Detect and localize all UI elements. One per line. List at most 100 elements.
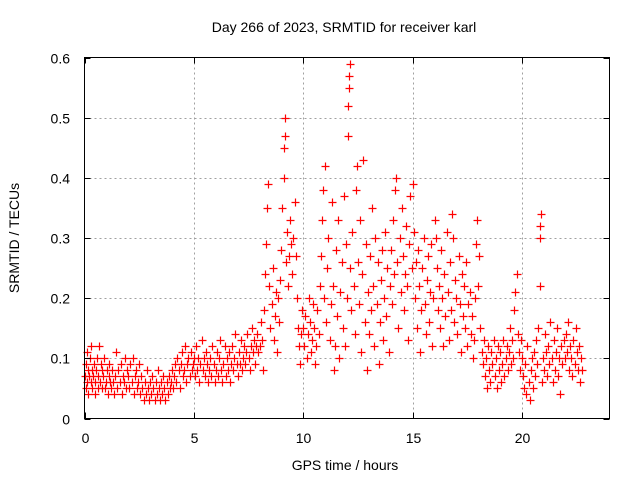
data-point: [321, 162, 330, 171]
data-point: [143, 366, 152, 375]
data-point: [270, 336, 279, 345]
data-point: [219, 360, 228, 369]
data-point: [427, 240, 436, 249]
data-point: [313, 306, 322, 315]
data-point: [433, 264, 442, 273]
data-point: [563, 348, 572, 357]
data-point: [521, 360, 530, 369]
data-point: [242, 348, 251, 357]
data-point: [485, 366, 494, 375]
data-point: [425, 318, 434, 327]
data-point: [178, 348, 187, 357]
data-point: [303, 354, 312, 363]
data-point: [443, 228, 452, 237]
data-point: [576, 378, 585, 387]
data-point: [504, 366, 513, 375]
data-point: [331, 342, 340, 351]
data-point: [112, 348, 121, 357]
data-point: [264, 180, 273, 189]
data-point: [439, 342, 448, 351]
data-point: [409, 180, 418, 189]
data-point: [476, 324, 485, 333]
data-point: [109, 378, 118, 387]
data-point: [118, 390, 127, 399]
data-point: [526, 396, 535, 405]
data-point: [192, 342, 201, 351]
data-point: [323, 264, 332, 273]
data-point: [173, 354, 182, 363]
data-point: [274, 294, 283, 303]
data-point: [228, 342, 237, 351]
data-point: [187, 348, 196, 357]
data-point: [284, 282, 293, 291]
data-point: [502, 354, 511, 363]
data-point: [266, 324, 275, 333]
data-point: [332, 246, 341, 255]
data-point: [161, 396, 170, 405]
data-point: [378, 246, 387, 255]
x-axis-label: GPS time / hours: [292, 457, 399, 473]
data-point: [335, 354, 344, 363]
data-point: [327, 300, 336, 309]
data-point: [296, 360, 305, 369]
data-point: [342, 240, 351, 249]
data-point: [110, 390, 119, 399]
data-point: [260, 306, 269, 315]
data-point: [426, 288, 435, 297]
y-tick-label: 0.1: [51, 351, 71, 367]
data-point: [324, 234, 333, 243]
data-point: [566, 342, 575, 351]
data-point: [238, 366, 247, 375]
data-point: [413, 324, 422, 333]
data-point: [447, 306, 456, 315]
x-tick-label: 15: [406, 430, 422, 446]
data-point: [471, 294, 480, 303]
data-point: [280, 174, 289, 183]
data-point: [414, 246, 423, 255]
data-point: [353, 162, 362, 171]
data-point: [405, 240, 414, 249]
y-tick-label: 0.4: [51, 171, 71, 187]
data-point: [486, 378, 495, 387]
data-point: [182, 378, 191, 387]
data-point: [479, 360, 488, 369]
data-point: [503, 342, 512, 351]
data-point: [132, 366, 141, 375]
data-point: [513, 270, 522, 279]
data-point: [498, 360, 507, 369]
data-point: [348, 228, 357, 237]
data-point: [368, 204, 377, 213]
data-point: [180, 366, 189, 375]
data-point: [318, 216, 327, 225]
data-point: [191, 372, 200, 381]
data-point: [234, 372, 243, 381]
data-point: [383, 264, 392, 273]
data-point: [431, 216, 440, 225]
data-point: [577, 354, 586, 363]
data-point: [424, 252, 433, 261]
data-point: [533, 360, 542, 369]
data-point: [553, 324, 562, 333]
grid: [84, 57, 610, 419]
chart-title: Day 266 of 2023, SRMTID for receiver kar…: [212, 19, 477, 35]
data-point: [202, 348, 211, 357]
data-point: [564, 318, 573, 327]
data-point: [523, 342, 532, 351]
data-point: [460, 282, 469, 291]
data-point: [100, 354, 109, 363]
data-point: [507, 360, 516, 369]
data-point: [113, 384, 122, 393]
data-point: [450, 318, 459, 327]
data-point: [170, 372, 179, 381]
data-point: [375, 360, 384, 369]
data-point: [338, 258, 347, 267]
data-point: [392, 174, 401, 183]
data-point: [493, 384, 502, 393]
data-point: [456, 300, 465, 309]
data-point: [275, 318, 284, 327]
data-point: [207, 372, 216, 381]
data-point: [299, 324, 308, 333]
data-point: [473, 216, 482, 225]
y-axis-label: SRMTID / TECUs: [6, 183, 22, 293]
data-point: [248, 324, 257, 333]
